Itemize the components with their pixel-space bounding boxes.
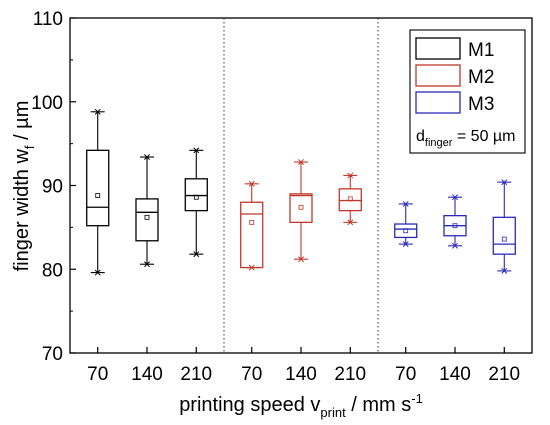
mean-marker-m3-210 (501, 236, 507, 242)
y-axis-label: finger width wf / µm (11, 101, 37, 272)
box-m1-140 (135, 154, 159, 268)
y-axis-label-sub: f (22, 145, 37, 149)
x-tick-label-2-0: 70 (395, 364, 416, 385)
x-tick-label-2-2: 210 (488, 364, 520, 385)
max-marker-m3-70 (402, 200, 409, 207)
legend-swatch-m3 (415, 91, 461, 114)
x-axis-label-sub: print (320, 405, 346, 420)
x-axis-label-sup: -1 (411, 391, 423, 406)
x-tick-label-0-2: 210 (180, 364, 212, 385)
max-marker-m1-210 (193, 147, 200, 154)
max-marker-m2-140 (298, 159, 304, 166)
max-marker-m3-140 (452, 194, 458, 201)
max-marker-m1-70 (94, 108, 101, 115)
mean-marker-m1-210 (193, 194, 199, 200)
box-m3-70 (394, 200, 418, 248)
box-m3-140 (443, 194, 467, 249)
legend: M1 M2 M3 dfinger = 50 µm (409, 29, 526, 154)
y-tick-label-3: 100 (31, 93, 63, 114)
mean-marker-m2-140 (298, 204, 304, 210)
min-marker-m3-140 (452, 242, 458, 249)
legend-note-sub: finger (425, 137, 453, 149)
min-marker-m2-70 (248, 264, 255, 271)
iqr-box-m2-210 (338, 188, 362, 212)
iqr-box-m3-70 (394, 223, 418, 239)
min-marker-m1-140 (144, 261, 150, 268)
y-tick-label-1: 80 (42, 260, 63, 281)
x-tick-label-0-1: 140 (131, 364, 163, 385)
x-axis: 70 140 210 70 140 210 70 140 210 (87, 347, 520, 385)
legend-swatch-m1 (415, 37, 461, 60)
x-tick-label-2-1: 140 (439, 364, 471, 385)
iqr-box-m1-140 (135, 198, 159, 242)
legend-note-main: d (416, 128, 425, 145)
max-marker-m1-140 (144, 154, 150, 160)
x-tick-label-1-1: 140 (285, 364, 317, 385)
min-marker-m2-210 (347, 219, 354, 226)
y-tick-label-2: 90 (42, 177, 63, 198)
box-m2-140 (289, 159, 313, 263)
legend-label-m1: M1 (468, 40, 494, 61)
x-tick-label-1-2: 210 (334, 364, 366, 385)
box-m2-210 (338, 172, 362, 226)
min-marker-m3-70 (402, 241, 409, 248)
plot-marks (86, 18, 516, 353)
mean-marker-m2-70 (249, 219, 255, 225)
iqr-box-m1-70 (86, 149, 110, 227)
min-marker-m3-210 (501, 267, 508, 274)
x-axis-label: printing speed vprint / mm s-1 (179, 391, 423, 420)
mean-marker-m3-70 (403, 228, 409, 234)
min-marker-m1-210 (193, 251, 200, 258)
max-marker-m3-210 (501, 179, 508, 186)
legend-swatch-m2 (415, 64, 461, 87)
mean-marker-m2-210 (347, 196, 353, 202)
legend-note: dfinger = 50 µm (416, 128, 515, 149)
mean-marker-m1-140 (144, 214, 150, 220)
legend-note-rest: = 50 µm (452, 128, 515, 145)
y-axis-label-unit: / µm (11, 101, 33, 146)
iqr-box-m2-70 (240, 201, 264, 269)
iqr-box-m3-210 (492, 216, 516, 255)
min-marker-m1-70 (94, 269, 101, 276)
iqr-box-m2-140 (289, 193, 313, 224)
mean-marker-m3-140 (452, 223, 458, 229)
box-m2-70 (240, 180, 264, 271)
legend-label-m2: M2 (468, 67, 494, 88)
y-tick-label-4: 110 (33, 9, 63, 30)
x-tick-label-0-0: 70 (87, 364, 108, 385)
box-m1-210 (184, 147, 208, 258)
max-marker-m2-70 (248, 180, 255, 187)
box-m3-210 (492, 179, 516, 274)
y-tick-label-0: 70 (42, 344, 63, 365)
legend-label-m3: M3 (468, 94, 494, 115)
x-axis-label-unit: / mm s (346, 394, 412, 416)
y-axis: 70 80 90 100 110 (31, 9, 76, 365)
x-axis-label-main: printing speed v (179, 394, 320, 416)
max-marker-m2-210 (347, 172, 354, 179)
min-marker-m2-140 (298, 256, 304, 263)
y-axis-label-main: finger width w (11, 149, 33, 272)
iqr-box-m1-210 (184, 178, 208, 212)
x-tick-label-1-0: 70 (241, 364, 262, 385)
mean-marker-m1-70 (95, 193, 101, 198)
box-m1-70 (86, 108, 110, 276)
